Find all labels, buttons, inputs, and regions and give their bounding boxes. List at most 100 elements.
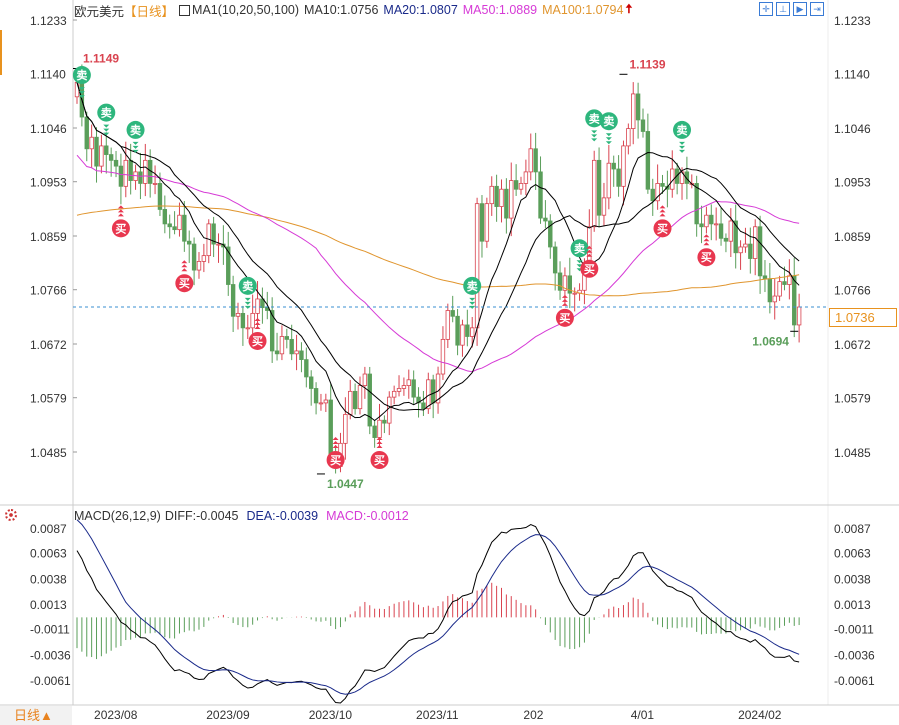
- symbol-name: 欧元美元: [74, 4, 125, 19]
- signal-arrow-icon: [561, 302, 568, 306]
- candle-up: [387, 396, 392, 424]
- signal-label: 卖: [574, 241, 585, 255]
- candle-down: [328, 399, 333, 459]
- candle-down: [660, 183, 665, 187]
- candle-down: [372, 425, 377, 438]
- candle-down: [533, 148, 538, 173]
- signal-arrow-icon: [181, 264, 188, 268]
- candle-down: [113, 159, 119, 167]
- candle-up: [318, 402, 324, 405]
- signal-arrow-icon: [703, 238, 710, 242]
- signal-label: 买: [252, 335, 263, 348]
- chart-toolbar: ✛ ⊥ ▶ ⇥: [759, 2, 824, 16]
- signal-arrow-icon: [103, 132, 110, 136]
- signal-arrow-icon: [659, 205, 666, 209]
- candle-down: [694, 183, 699, 225]
- candle-down: [782, 281, 787, 285]
- candle-up: [499, 188, 504, 207]
- signal-arrow-icon: [679, 141, 686, 145]
- candle-down: [211, 223, 216, 245]
- signal-arrow-icon: [605, 141, 612, 145]
- candle-down: [684, 171, 690, 184]
- candle-up: [74, 81, 80, 98]
- macd-value: MACD:-0.0012: [326, 509, 409, 523]
- signal-label: 买: [657, 222, 668, 235]
- signal-arrow-icon: [586, 253, 593, 257]
- x-axis-label: 202: [523, 708, 544, 722]
- signal-arrow-icon: [591, 138, 598, 142]
- signal-label: 卖: [130, 123, 141, 137]
- y-tick-left: 1.0672: [30, 338, 67, 352]
- signal-arrow-icon: [679, 145, 686, 149]
- candle-down: [640, 119, 646, 132]
- ma-indicator-icon[interactable]: [179, 4, 191, 16]
- signal-arrow-icon: [659, 213, 666, 217]
- candle-down: [84, 116, 89, 150]
- candle-down: [304, 359, 309, 378]
- x-axis-label: 2023/11: [416, 708, 459, 722]
- candle-down: [230, 284, 236, 317]
- candle-up: [753, 226, 758, 259]
- play-icon[interactable]: ▶: [793, 2, 807, 16]
- signal-arrow-icon: [576, 260, 583, 264]
- settings-icon[interactable]: [5, 509, 17, 521]
- extreme-label: 1.0694: [752, 334, 789, 348]
- up-arrow-icon[interactable]: 🠅: [625, 1, 633, 16]
- signal-arrow-icon: [376, 437, 383, 440]
- y-tick-right: 1.1140: [834, 68, 870, 82]
- candle-up: [250, 312, 255, 329]
- candle-up: [796, 306, 802, 326]
- buy-signal-icon: [175, 274, 194, 293]
- x-axis-label: 2023/09: [206, 708, 250, 722]
- candle-up: [406, 379, 411, 386]
- candle-down: [430, 379, 436, 404]
- candle-down: [352, 390, 358, 410]
- sell-signal-icon: [97, 103, 116, 122]
- candle-up: [235, 312, 241, 317]
- signal-arrow-icon: [679, 149, 686, 153]
- zoom-in-icon[interactable]: ⊥: [776, 2, 790, 16]
- macd-tick-left: 0.0063: [30, 547, 67, 561]
- macd-tick-left: -0.0011: [30, 623, 70, 637]
- buy-signal-icon: [653, 219, 672, 238]
- sell-signal-icon: [238, 276, 257, 295]
- candle-up: [377, 419, 382, 438]
- candle-up: [738, 246, 743, 254]
- candle-up: [728, 220, 734, 242]
- candle-down: [494, 185, 499, 207]
- period-label[interactable]: 【日线】: [124, 4, 175, 19]
- signal-arrow-icon: [561, 298, 568, 302]
- candle-down: [118, 165, 124, 187]
- candle-down: [567, 275, 572, 294]
- extreme-label: 1.1139: [629, 57, 665, 71]
- candle-up: [245, 327, 250, 330]
- signal-arrow-icon: [332, 441, 339, 444]
- forward-icon[interactable]: ⇥: [810, 2, 824, 16]
- y-tick-right: 1.1046: [834, 122, 871, 136]
- signal-arrow-icon: [469, 305, 476, 309]
- candle-down: [94, 136, 99, 167]
- buy-signal-icon: [555, 308, 574, 327]
- candle-down: [762, 275, 768, 280]
- crosshair-icon[interactable]: ✛: [759, 2, 773, 16]
- candle-down: [162, 209, 168, 225]
- left-edge-marker: [0, 30, 2, 75]
- macd-tick-right: 0.0063: [834, 547, 871, 561]
- signal-arrow-icon: [244, 297, 251, 301]
- candle-up: [713, 223, 719, 226]
- candle-down: [284, 336, 290, 340]
- candle-down: [187, 240, 192, 245]
- signal-arrow-icon: [332, 445, 339, 448]
- signal-arrow-icon: [181, 260, 188, 264]
- signal-arrow-icon: [469, 297, 476, 301]
- candle-up: [621, 145, 626, 187]
- period-button[interactable]: 日线▲: [0, 706, 72, 725]
- candle-up: [777, 281, 782, 297]
- candle-down: [172, 226, 177, 231]
- y-tick-left: 1.0579: [30, 392, 67, 406]
- signal-arrow-icon: [103, 124, 110, 128]
- ma-label: MA1(10,20,50,100): [192, 3, 300, 17]
- candle-up: [348, 390, 353, 415]
- candle-up: [787, 275, 792, 285]
